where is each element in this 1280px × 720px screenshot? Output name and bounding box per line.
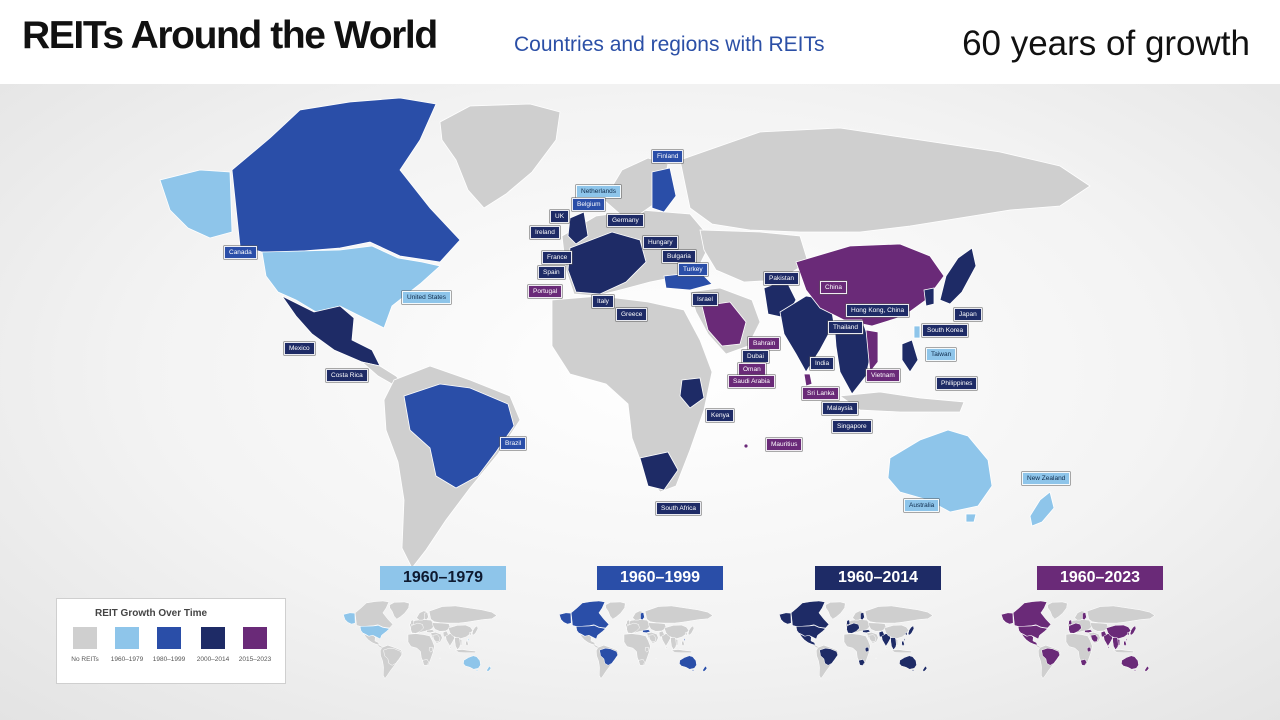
- label-australia: Australia: [904, 499, 940, 512]
- label-finland: Finland: [652, 150, 684, 163]
- japan-shape: [939, 247, 977, 305]
- label-france: France: [542, 251, 573, 264]
- label-united-states: United States: [402, 291, 452, 304]
- label-belgium: Belgium: [572, 198, 606, 211]
- legend-swatch-1980-1999: [157, 627, 181, 649]
- finland-shape: [651, 167, 677, 213]
- sri-lanka-shape: [803, 373, 813, 387]
- australia-shape: [887, 429, 993, 513]
- label-saudi-arabia: Saudi Arabia: [728, 375, 775, 388]
- label-thailand: Thailand: [828, 321, 863, 334]
- legend-label-no-reits: No REITs: [71, 656, 99, 663]
- western-europe-shape: [567, 231, 647, 295]
- mauritius-marker: [743, 443, 749, 449]
- label-mauritius: Mauritius: [766, 438, 803, 451]
- legend-label-2015-2023: 2015–2023: [238, 656, 272, 663]
- mini-map-1960-2014: [778, 600, 934, 679]
- period-1960-2023: 1960–2023: [1037, 566, 1163, 590]
- kenya-shape: [679, 377, 705, 409]
- mexico-shape: [281, 295, 381, 367]
- uk-shape: [567, 211, 589, 245]
- label-china: China: [820, 281, 847, 294]
- label-hungary: Hungary: [643, 236, 678, 249]
- label-turkey: Turkey: [678, 263, 708, 276]
- page-title: REITs Around the World: [22, 14, 438, 57]
- legend-swatch-2015-2023: [243, 627, 267, 649]
- label-south-korea: South Korea: [922, 324, 969, 337]
- label-canada: Canada: [224, 246, 257, 259]
- label-new-zealand: New Zealand: [1022, 472, 1071, 485]
- label-philippines: Philippines: [936, 377, 978, 390]
- tasmania-shape: [965, 513, 977, 523]
- label-japan: Japan: [954, 308, 982, 321]
- mini-map-1960-1979: [342, 600, 498, 679]
- label-taiwan: Taiwan: [926, 348, 957, 361]
- legend-label-2000-2014: 2000–2014: [196, 656, 230, 663]
- label-germany: Germany: [607, 214, 644, 227]
- south-africa-shape: [639, 451, 679, 491]
- legend-label-1980-1999: 1980–1999: [152, 656, 186, 663]
- russia-shape: [679, 127, 1091, 233]
- taiwan-shape: [913, 325, 921, 339]
- page-subtitle: Countries and regions with REITs: [514, 33, 825, 56]
- label-italy: Italy: [592, 295, 614, 308]
- legend-swatch-2000-2014: [201, 627, 225, 649]
- new-zealand-shape: [1029, 491, 1055, 527]
- southeast-asia-shape: [833, 319, 873, 395]
- vietnam-shape: [865, 329, 879, 374]
- period-1960-2014: 1960–2014: [815, 566, 941, 590]
- label-kenya: Kenya: [706, 409, 735, 422]
- philippines-shape: [901, 339, 919, 373]
- label-south-africa: South Africa: [656, 502, 702, 515]
- label-netherlands: Netherlands: [576, 185, 622, 198]
- legend: REIT Growth Over Time No REITs 1960–1979…: [56, 598, 286, 684]
- legend-swatch-1960-1979: [115, 627, 139, 649]
- legend-label-1960-1979: 1960–1979: [110, 656, 144, 663]
- label-portugal: Portugal: [528, 285, 563, 298]
- label-israel: Israel: [692, 293, 718, 306]
- label-uk: UK: [550, 210, 570, 223]
- brazil-shape: [403, 383, 515, 489]
- mini-map-1960-2023: [1000, 600, 1156, 679]
- label-india: India: [810, 357, 835, 370]
- label-bahrain: Bahrain: [748, 337, 781, 350]
- usa-shape: [261, 245, 441, 329]
- label-sri-lanka: Sri Lanka: [802, 387, 840, 400]
- greenland-shape: [439, 103, 561, 209]
- indonesia-shape: [838, 391, 965, 413]
- label-ireland: Ireland: [530, 226, 560, 239]
- label-bulgaria: Bulgaria: [662, 250, 696, 263]
- label-dubai: Dubai: [742, 350, 769, 363]
- alaska-shape: [159, 169, 233, 239]
- page-tagline: 60 years of growth: [962, 24, 1250, 63]
- mini-map-1960-1999: [558, 600, 714, 679]
- label-greece: Greece: [616, 308, 648, 321]
- label-spain: Spain: [538, 266, 565, 279]
- legend-swatch-no-reits: [73, 627, 97, 649]
- africa-shape: [551, 295, 713, 493]
- period-1960-1979: 1960–1979: [380, 566, 506, 590]
- korea-shape: [923, 287, 935, 307]
- label-vietnam: Vietnam: [866, 369, 900, 382]
- label-pakistan: Pakistan: [764, 272, 799, 285]
- label-malaysia: Malaysia: [822, 402, 858, 415]
- header: REITs Around the World Countries and reg…: [0, 0, 1280, 85]
- legend-title: REIT Growth Over Time: [95, 608, 208, 619]
- label-singapore: Singapore: [832, 420, 872, 433]
- saudi-arabia-shape: [701, 301, 747, 347]
- period-1960-1999: 1960–1999: [597, 566, 723, 590]
- label-costa-rica: Costa Rica: [326, 369, 368, 382]
- label-mexico: Mexico: [284, 342, 315, 355]
- label-brazil: Brazil: [500, 437, 527, 450]
- label-hong-kong: Hong Kong, China: [846, 304, 910, 317]
